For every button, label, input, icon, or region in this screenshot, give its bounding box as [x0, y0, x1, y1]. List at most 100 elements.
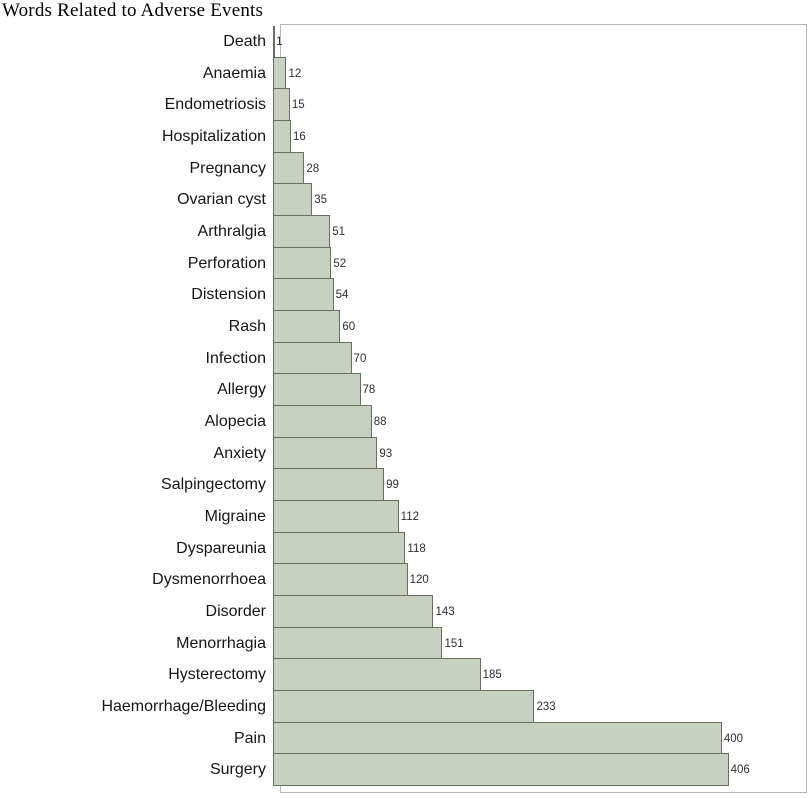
value-label: 151 [444, 637, 464, 650]
category-label: Disorder [205, 602, 266, 620]
category-label: Haemorrhage/Bleeding [101, 697, 266, 715]
bar-track: 15 [273, 88, 806, 122]
bar-row: Haemorrhage/Bleeding 233 [0, 690, 806, 723]
bar-track: 28 [273, 151, 806, 185]
bar [273, 753, 729, 787]
bar [273, 215, 331, 248]
bar-track: 112 [273, 500, 806, 533]
bar [273, 436, 378, 470]
category-label: Arthralgia [197, 222, 266, 240]
value-label: 233 [536, 700, 556, 713]
category-label: Endometriosis [164, 96, 266, 114]
bar-track: 99 [273, 468, 806, 502]
value-label: 88 [373, 415, 387, 428]
bar-chart: Death 1 Anaemia 12 Endometriosis 15 Hospitaliz… [0, 24, 807, 793]
bar-row: Dysmenorrhoea 120 [0, 563, 806, 597]
bar-track: 400 [273, 721, 806, 755]
bar-track: 51 [273, 215, 806, 248]
bar [273, 278, 334, 312]
category-label: Anaemia [202, 64, 266, 82]
value-label: 93 [379, 447, 393, 460]
bar-row: Pregnancy 28 [0, 151, 806, 185]
bar-row: Hysterectomy 185 [0, 658, 806, 692]
bar-row: Endometriosis 15 [0, 88, 806, 122]
bar [273, 690, 535, 723]
category-label: Dysmenorrhoea [152, 571, 266, 589]
value-label: 60 [342, 320, 356, 333]
bar-track: 78 [273, 373, 806, 407]
bar [273, 183, 313, 217]
bar [273, 246, 332, 280]
value-label: 28 [306, 162, 320, 175]
value-label: 112 [400, 510, 420, 523]
bar [273, 563, 408, 597]
bar-track: 88 [273, 405, 806, 438]
bar-track: 120 [273, 563, 806, 597]
category-label: Infection [205, 349, 266, 367]
bar [273, 120, 291, 153]
category-label: Death [223, 32, 266, 50]
category-label: Ovarian cyst [177, 191, 266, 209]
bar-row: Arthralgia 51 [0, 215, 806, 248]
value-label: 400 [723, 732, 744, 745]
bar-track: 12 [273, 56, 806, 90]
value-label: 15 [291, 99, 305, 112]
category-label: Alopecia [204, 412, 266, 430]
value-label: 35 [314, 194, 328, 207]
value-label: 120 [409, 574, 429, 587]
bar-track: 35 [273, 183, 806, 217]
category-label: Hysterectomy [168, 666, 266, 684]
value-label: 406 [730, 764, 750, 777]
category-label: Pregnancy [189, 159, 267, 177]
bar-track: 406 [273, 753, 806, 787]
category-label: Perforation [187, 254, 266, 272]
bar [273, 468, 385, 502]
bar [273, 721, 722, 755]
bar-track: 185 [273, 658, 806, 692]
value-label: 70 [353, 352, 367, 365]
bar [273, 626, 443, 660]
bar [273, 341, 352, 375]
bar-track: 54 [273, 278, 806, 312]
value-label: 78 [362, 384, 376, 397]
bar-row: Ovarian cyst 35 [0, 183, 806, 217]
bar [273, 500, 399, 533]
category-label: Dyspareunia [176, 539, 266, 557]
bar-track: 151 [273, 626, 806, 660]
bar-row: Allergy 78 [0, 373, 806, 407]
bar-row: Pain 400 [0, 721, 806, 755]
bar [273, 151, 305, 185]
value-label: 1 [276, 35, 283, 48]
category-label: Surgery [209, 761, 266, 779]
bar [273, 595, 434, 628]
bar-row: Hospitalization 16 [0, 120, 806, 153]
bar [273, 56, 287, 90]
bar-row: Perforation 52 [0, 246, 806, 280]
category-label: Allergy [217, 381, 266, 399]
chart-title: Words Related to Adverse Events [2, 0, 264, 21]
value-label: 52 [333, 257, 347, 270]
bar [273, 310, 341, 343]
bar-track: 52 [273, 246, 806, 280]
bar-track: 233 [273, 690, 806, 723]
bar [273, 531, 406, 565]
bar-track: 60 [273, 310, 806, 343]
value-label: 16 [292, 130, 306, 143]
value-label: 99 [386, 479, 399, 492]
category-label: Rash [228, 317, 266, 335]
bar-row: Disorder 143 [0, 595, 806, 628]
category-label: Salpingectomy [161, 476, 266, 494]
bar-rows-container: Death 1 Anaemia 12 Endometriosis 15 Hospitaliz… [0, 26, 806, 787]
value-label: 118 [407, 542, 426, 555]
bar [273, 373, 361, 407]
bar-track: 143 [273, 595, 806, 628]
category-label: Distension [191, 286, 266, 304]
value-label: 12 [288, 67, 302, 80]
bar-row: Dyspareunia 118 [0, 531, 806, 565]
bar-track: 1 [273, 26, 806, 58]
bar-track: 118 [273, 531, 806, 565]
value-label: 51 [332, 225, 346, 238]
category-label: Migraine [204, 507, 266, 525]
bar [273, 88, 290, 122]
category-label: Anxiety [213, 444, 266, 462]
